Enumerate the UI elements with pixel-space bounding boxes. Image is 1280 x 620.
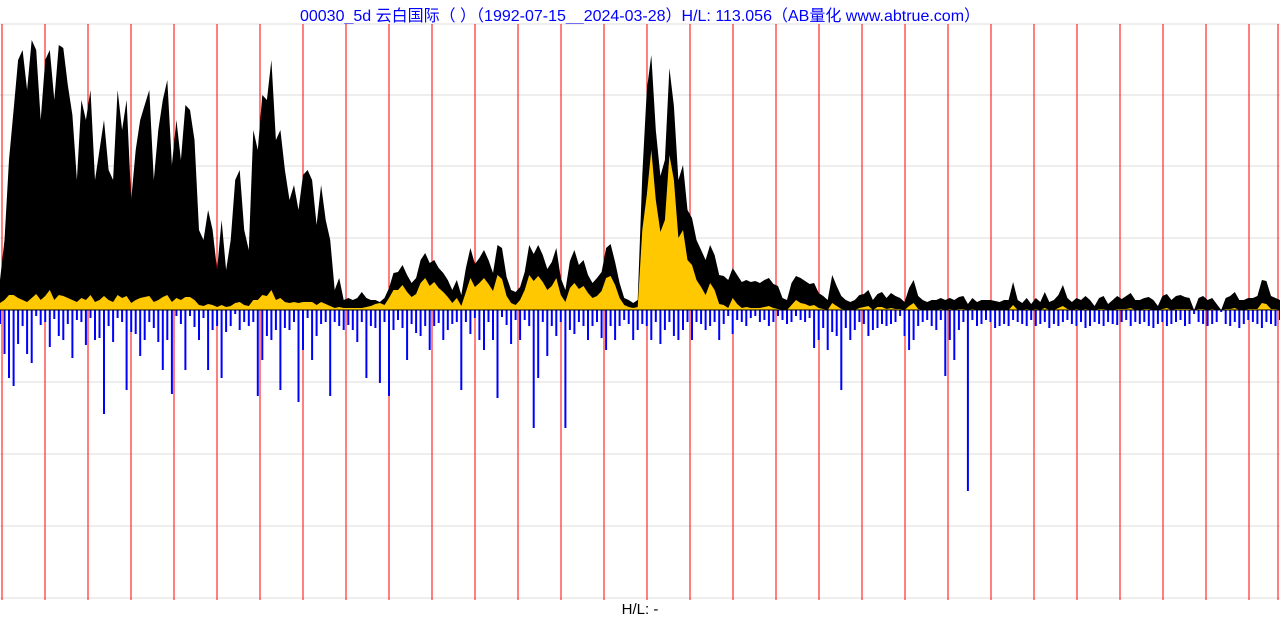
chart-footer: H/L: - xyxy=(0,601,1280,618)
chart-canvas xyxy=(0,0,1280,620)
financial-chart: 00030_5d 云白国际（ ）（1992-07-15__2024-03-28）… xyxy=(0,0,1280,620)
